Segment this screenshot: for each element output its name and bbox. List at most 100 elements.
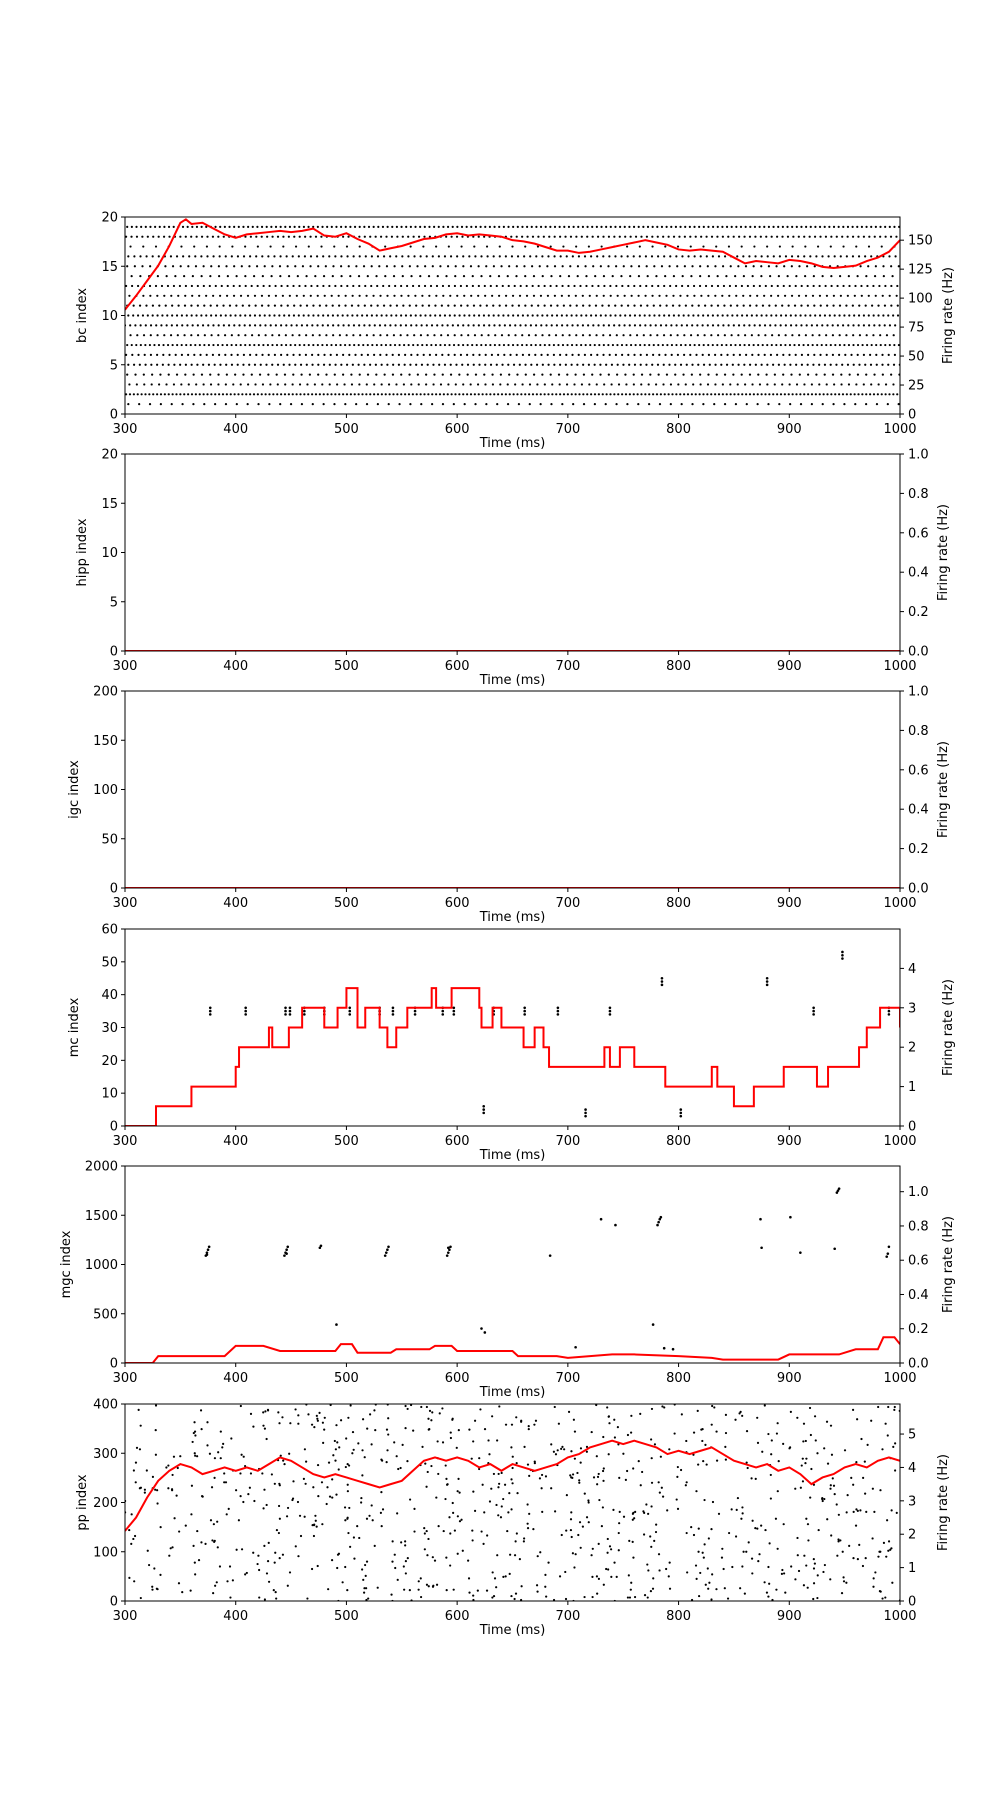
- spike-point: [130, 225, 133, 228]
- spike-point: [218, 255, 221, 258]
- spike-point: [815, 255, 818, 258]
- y-tick-label: 0: [110, 1120, 118, 1135]
- spike-point: [566, 393, 569, 396]
- spike-point: [851, 225, 854, 228]
- spike-point: [431, 265, 434, 268]
- spike-point: [445, 1477, 448, 1480]
- spike-point: [351, 1452, 354, 1455]
- spike-point: [156, 1588, 159, 1591]
- spike-point: [783, 363, 786, 366]
- spike-point: [163, 294, 166, 297]
- spike-point: [531, 284, 534, 288]
- y2-tick-label: 50: [908, 350, 925, 365]
- spike-point: [679, 294, 682, 297]
- spike-point: [812, 363, 815, 366]
- spike-point: [521, 225, 524, 228]
- spike-point: [770, 314, 773, 317]
- spike-point: [773, 383, 776, 386]
- spike-point: [493, 343, 496, 347]
- spike-point: [441, 373, 444, 376]
- spike-point: [541, 314, 544, 317]
- spike-point: [480, 275, 483, 278]
- spike-point: [543, 383, 546, 386]
- spike-point: [190, 1513, 193, 1516]
- spike-point: [639, 1412, 642, 1415]
- spike-point: [574, 1345, 577, 1349]
- spike-point: [788, 284, 791, 288]
- spike-point: [794, 314, 797, 317]
- spike-point: [461, 235, 464, 238]
- spike-point: [714, 353, 717, 356]
- spike-point: [669, 334, 672, 337]
- spike-point: [320, 245, 323, 248]
- spike-point: [572, 403, 575, 406]
- spike-point: [586, 225, 589, 228]
- spike-point: [561, 334, 564, 337]
- spike-point: [179, 265, 182, 268]
- spike-point: [321, 324, 324, 327]
- spike-point: [210, 1486, 214, 1489]
- spike-point: [792, 235, 795, 238]
- spike-point: [725, 393, 728, 396]
- spike-point: [723, 1587, 726, 1590]
- y-tick-label: 1500: [85, 1209, 118, 1224]
- spike-point: [380, 393, 383, 396]
- spike-point: [838, 353, 841, 356]
- mgc-y2-axis-label: Firing rate (Hz): [941, 1216, 956, 1313]
- spike-point: [200, 1541, 203, 1544]
- spike-point: [498, 1405, 501, 1408]
- spike-point: [587, 245, 590, 248]
- spike-point: [540, 1473, 544, 1477]
- spike-point: [862, 353, 866, 356]
- spike-point: [617, 1531, 620, 1535]
- spike-point: [806, 284, 809, 288]
- spike-point: [264, 1410, 267, 1413]
- spike-point: [174, 275, 177, 278]
- spike-point: [225, 343, 229, 347]
- spike-point: [782, 1442, 785, 1445]
- spike-point: [278, 1557, 281, 1560]
- spike-point: [713, 1406, 716, 1409]
- spike-point: [493, 324, 496, 327]
- spike-point: [158, 304, 161, 307]
- spike-point: [391, 353, 394, 356]
- spike-point: [131, 353, 134, 356]
- y2-tick-label: 0.0: [908, 1357, 929, 1372]
- spike-point: [721, 294, 724, 297]
- spike-point: [748, 235, 752, 238]
- spike-point: [867, 265, 870, 268]
- spike-point: [416, 353, 419, 356]
- spike-point: [776, 235, 779, 238]
- spike-point: [607, 1453, 610, 1456]
- spike-point: [697, 363, 700, 366]
- spike-point: [372, 294, 375, 297]
- spike-point: [509, 1553, 512, 1556]
- spike-point: [307, 245, 310, 248]
- spike-point: [286, 1245, 290, 1249]
- spike-point: [596, 235, 600, 238]
- spike-point: [867, 294, 870, 297]
- spike-point: [217, 373, 220, 376]
- spike-point: [823, 1497, 826, 1501]
- spike-point: [670, 353, 673, 356]
- spike-point: [576, 1471, 579, 1475]
- spike-point: [239, 1495, 242, 1498]
- spike-point: [642, 1510, 645, 1513]
- spike-point: [409, 245, 412, 248]
- spike-point: [339, 343, 342, 347]
- spike-point: [796, 1416, 799, 1419]
- spike-point: [716, 343, 719, 347]
- spike-point: [607, 343, 610, 347]
- spike-point: [187, 265, 190, 268]
- spike-point: [350, 383, 354, 386]
- spike-point: [677, 314, 680, 317]
- spike-point: [221, 1446, 224, 1449]
- spike-point: [812, 1567, 816, 1570]
- spike-point: [524, 373, 527, 376]
- spike-point: [349, 225, 352, 228]
- spike-point: [583, 255, 587, 258]
- spike-point: [706, 383, 710, 386]
- spike-point: [726, 353, 729, 356]
- spike-point: [305, 334, 308, 337]
- spike-point: [630, 1431, 633, 1434]
